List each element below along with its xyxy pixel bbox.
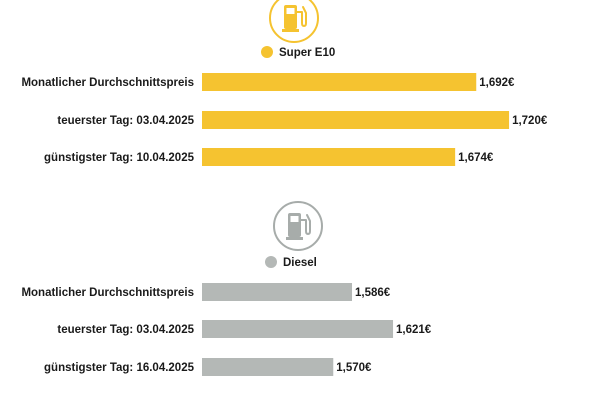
value-label: 1,621€ (396, 324, 432, 336)
category-label: Monatlicher Durchschnittspreis (21, 287, 194, 299)
bar-row: Monatlicher Durchschnittspreis 1,692€ (21, 73, 515, 91)
value-label: 1,692€ (479, 77, 515, 89)
category-label: Monatlicher Durchschnittspreis (21, 77, 194, 89)
legend-label: Super E10 (279, 47, 335, 59)
category-label: teuerster Tag: 03.04.2025 (57, 324, 194, 336)
category-label: günstigster Tag: 16.04.2025 (44, 362, 195, 374)
category-label: günstigster Tag: 10.04.2025 (44, 152, 195, 164)
chart-panel-2: Diesel Monatlicher Durchschnittspreis 1,58… (21, 201, 432, 376)
bar (202, 148, 456, 166)
legend: Super E10 (261, 46, 335, 59)
legend-swatch (261, 46, 273, 58)
bar-row: teuerster Tag: 03.04.2025 1,720€ (57, 111, 548, 129)
fuel-pump-icon (273, 201, 323, 251)
bar (202, 283, 353, 301)
bar (202, 358, 334, 376)
legend-label: Diesel (283, 257, 317, 269)
legend-swatch (265, 256, 277, 268)
category-label: teuerster Tag: 03.04.2025 (57, 115, 194, 127)
bar (202, 73, 477, 91)
value-label: 1,570€ (336, 362, 372, 374)
bar-row: günstigster Tag: 10.04.2025 1,674€ (44, 148, 494, 166)
value-label: 1,674€ (458, 152, 494, 164)
chart-panel-1: Super E10 Monatlicher Durchschnittspreis 1… (21, 0, 548, 166)
bar (202, 111, 510, 129)
fuel-pump-icon (269, 0, 319, 43)
bar (202, 320, 394, 338)
value-label: 1,720€ (512, 115, 548, 127)
bar-row: teuerster Tag: 03.04.2025 1,621€ (57, 320, 432, 338)
bar-row: Monatlicher Durchschnittspreis 1,586€ (21, 283, 391, 301)
bar-row: günstigster Tag: 16.04.2025 1,570€ (44, 358, 372, 376)
value-label: 1,586€ (355, 287, 391, 299)
legend: Diesel (265, 256, 317, 269)
